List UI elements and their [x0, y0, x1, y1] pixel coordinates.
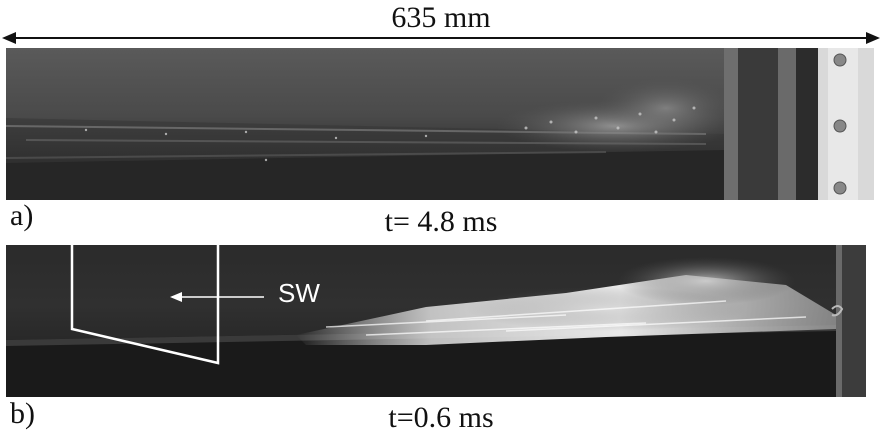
- photo-a-illustration: [6, 48, 874, 200]
- arrow-right-icon: [866, 32, 880, 44]
- time-caption-a: t= 4.8 ms: [384, 205, 498, 238]
- photo-panel-a: [6, 48, 874, 200]
- shock-wave-label: SW: [278, 278, 320, 308]
- panel-label-a: a): [10, 199, 34, 232]
- photo-b-illustration: [6, 245, 866, 397]
- arrow-left-icon: [2, 32, 16, 44]
- dimension-line: [8, 37, 874, 39]
- time-caption-b: t=0.6 ms: [388, 401, 494, 434]
- panel-label-b: b): [10, 397, 35, 430]
- dimension-label: 635 mm: [391, 1, 491, 34]
- photo-panel-b: [6, 245, 866, 397]
